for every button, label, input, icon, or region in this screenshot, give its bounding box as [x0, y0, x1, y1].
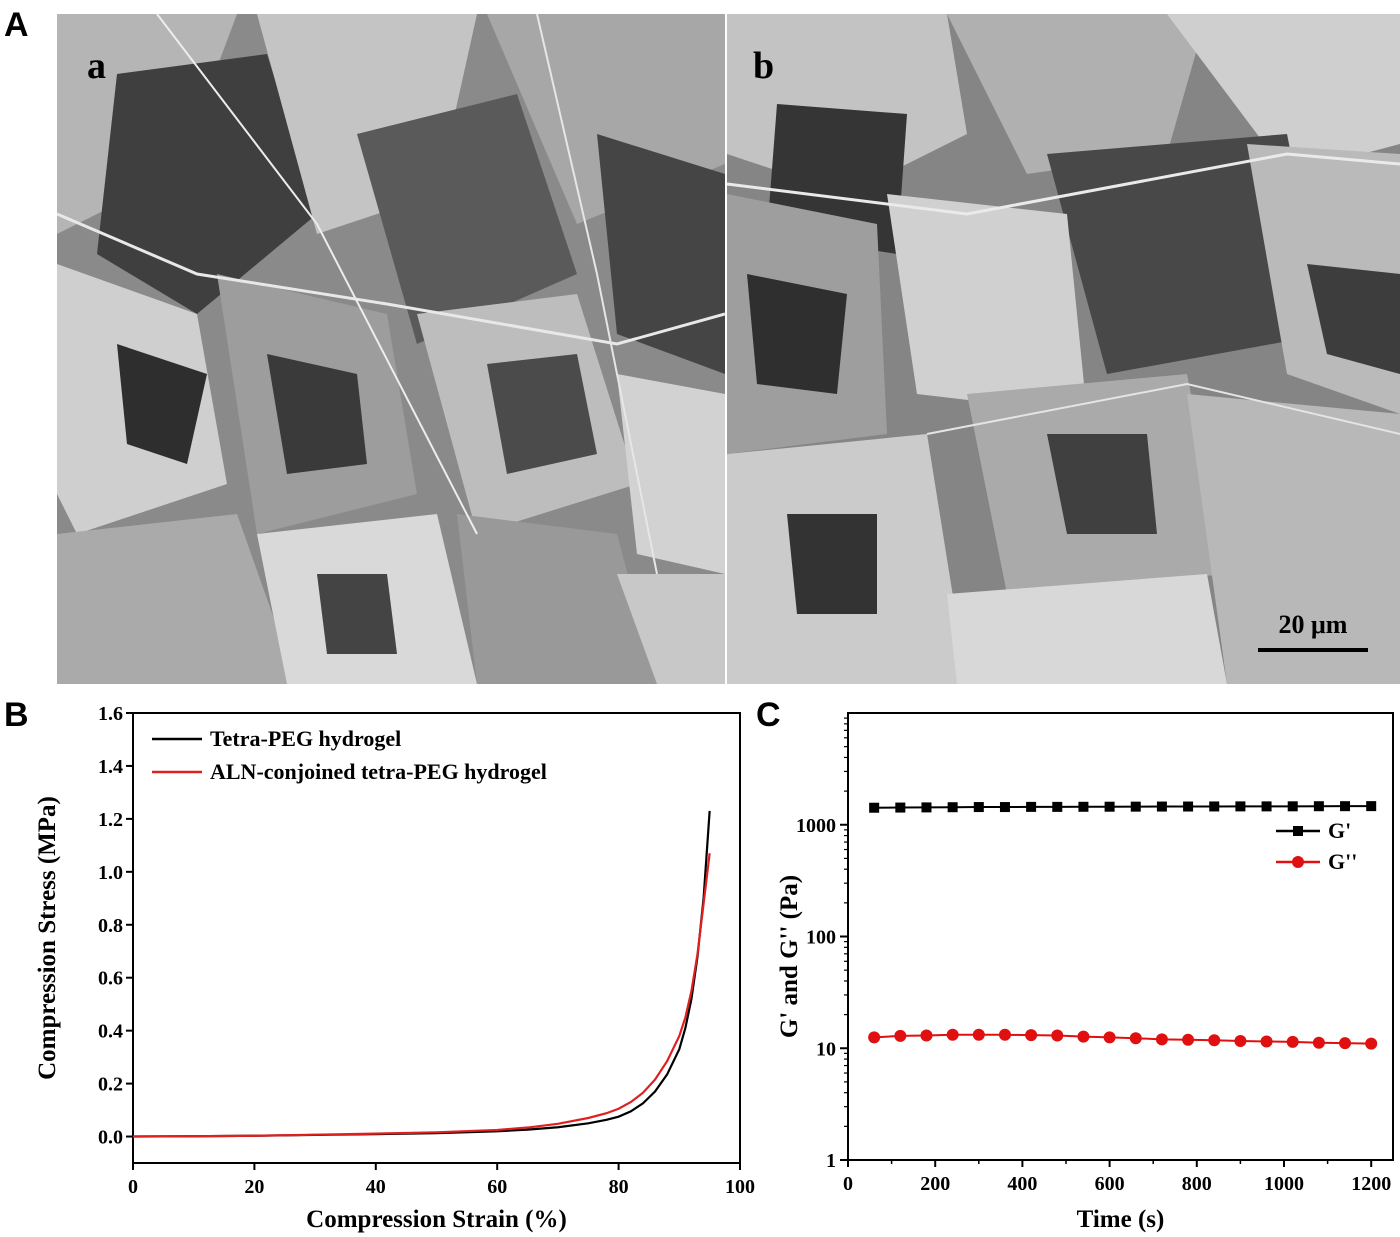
data-point-gprime	[1209, 801, 1220, 812]
panel-letter-a: A	[4, 6, 29, 44]
legend-marker-c-1	[1293, 826, 1303, 836]
y-tick-label-c: 1000	[796, 815, 836, 837]
y-tick-label-b: 0.6	[98, 968, 123, 990]
legend-marker-c-2	[1292, 856, 1304, 868]
scale-bar	[1258, 648, 1368, 652]
x-tick-label-b: 40	[366, 1176, 386, 1198]
panel-letter-b: B	[4, 696, 29, 734]
data-point-gprime	[999, 802, 1010, 813]
data-point-gprime	[947, 802, 958, 813]
data-point-gprime	[921, 802, 932, 813]
series-line-b-2	[132, 853, 711, 1138]
legend-label-c-1: G'	[1328, 818, 1351, 843]
data-point-gprime	[1156, 801, 1167, 812]
data-point-gprime	[1183, 801, 1194, 812]
data-point-gprime	[1366, 801, 1377, 812]
x-tick-label-c: 600	[1095, 1173, 1125, 1195]
data-point-gprime	[1340, 801, 1351, 812]
data-point-gprime	[1261, 801, 1272, 812]
series-line-b-1	[132, 810, 711, 1138]
data-point-gdoubleprime	[998, 1028, 1011, 1041]
y-tick-label-c: 1	[826, 1150, 836, 1172]
data-point-gprime	[869, 802, 880, 813]
sem-sublabel-a: a	[87, 45, 106, 87]
data-point-gprime	[1078, 801, 1089, 812]
x-tick-label-c: 800	[1182, 1173, 1212, 1195]
x-tick-label-c: 1000	[1264, 1173, 1304, 1195]
data-point-gdoubleprime	[946, 1028, 959, 1041]
data-point-gdoubleprime	[1365, 1037, 1378, 1050]
y-axis-label-b: Compression Stress (MPa)	[34, 796, 61, 1080]
data-point-gdoubleprime	[1339, 1037, 1352, 1050]
data-point-gdoubleprime	[920, 1029, 933, 1042]
legend-label-b-1: Tetra-PEG hydrogel	[210, 726, 401, 751]
data-point-gdoubleprime	[1129, 1032, 1142, 1045]
scale-bar-label: 20 μm	[1278, 610, 1348, 639]
data-point-gprime	[1313, 801, 1324, 812]
y-tick-label-b: 0.4	[98, 1021, 123, 1043]
series-line-c-2	[874, 1033, 1372, 1045]
sem-sublabel-b: b	[753, 45, 775, 87]
data-point-gprime	[1287, 801, 1298, 812]
x-axis-label-b: Compression Strain (%)	[306, 1206, 567, 1233]
data-point-gprime	[1052, 801, 1063, 812]
data-point-gprime	[895, 802, 906, 813]
x-tick-label-b: 100	[725, 1176, 755, 1198]
y-tick-label-b: 0.8	[98, 915, 123, 937]
x-tick-label-b: 60	[487, 1176, 507, 1198]
plot-frame-c	[847, 712, 1394, 1161]
x-tick-label-c: 400	[1007, 1173, 1037, 1195]
data-point-gprime	[1104, 801, 1115, 812]
x-tick-label-b: 0	[128, 1176, 138, 1198]
y-tick-label-b: 0.2	[98, 1074, 123, 1096]
data-point-gprime	[1130, 801, 1141, 812]
y-tick-label-b: 1.6	[98, 703, 123, 725]
data-point-gdoubleprime	[868, 1031, 881, 1044]
data-point-gdoubleprime	[1051, 1029, 1064, 1042]
x-tick-label-b: 80	[609, 1176, 629, 1198]
x-tick-label-b: 20	[244, 1176, 264, 1198]
data-point-gprime	[1235, 801, 1246, 812]
y-tick-label-b: 1.4	[98, 756, 123, 778]
plot-frame-b	[132, 712, 741, 1164]
data-point-gdoubleprime	[1155, 1033, 1168, 1046]
y-tick-label-c: 100	[806, 927, 836, 949]
data-point-gdoubleprime	[894, 1029, 907, 1042]
y-tick-label-b: 0.0	[98, 1127, 123, 1149]
legend-label-b-2: ALN-conjoined tetra-PEG hydrogel	[210, 759, 547, 784]
y-tick-label-c: 10	[816, 1038, 836, 1060]
sem-image-a: a	[57, 14, 725, 684]
data-point-gdoubleprime	[1234, 1035, 1247, 1048]
data-point-gdoubleprime	[1286, 1035, 1299, 1048]
data-point-gprime	[1026, 801, 1037, 812]
series-line-c-1	[874, 805, 1372, 809]
data-point-gdoubleprime	[972, 1028, 985, 1041]
y-tick-label-b: 1.0	[98, 862, 123, 884]
y-tick-label-b: 1.2	[98, 809, 123, 831]
data-point-gdoubleprime	[1103, 1031, 1116, 1044]
sem-image-b: b	[727, 14, 1400, 684]
x-tick-label-c: 200	[920, 1173, 950, 1195]
data-point-gdoubleprime	[1208, 1034, 1221, 1047]
x-axis-label-c: Time (s)	[1077, 1206, 1165, 1233]
data-point-gdoubleprime	[1312, 1036, 1325, 1049]
data-point-gdoubleprime	[1077, 1030, 1090, 1043]
y-axis-label-c: G' and G'' (Pa)	[776, 875, 803, 1038]
data-point-gdoubleprime	[1260, 1035, 1273, 1048]
data-point-gdoubleprime	[1025, 1029, 1038, 1042]
data-point-gdoubleprime	[1182, 1033, 1195, 1046]
x-tick-label-c: 0	[843, 1173, 853, 1195]
legend-label-c-2: G''	[1328, 849, 1357, 874]
panel-letter-c: C	[756, 696, 781, 734]
x-tick-label-c: 1200	[1351, 1173, 1391, 1195]
data-point-gprime	[973, 802, 984, 813]
